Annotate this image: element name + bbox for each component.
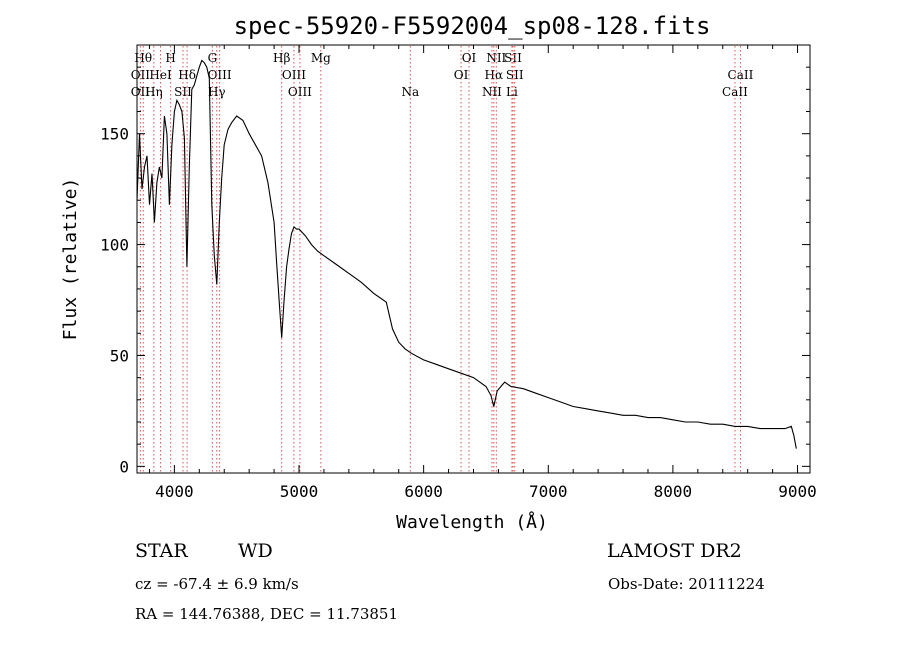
y-tick-label: 50 bbox=[110, 346, 129, 365]
line-marker-label: H bbox=[165, 51, 175, 65]
x-tick-label: 6000 bbox=[404, 482, 443, 501]
line-marker-label: OII bbox=[131, 68, 151, 82]
x-tick-label: 8000 bbox=[654, 482, 693, 501]
observation-date: Obs-Date: 20111224 bbox=[608, 575, 765, 593]
object-class: STAR bbox=[135, 540, 188, 562]
line-marker-label: G bbox=[208, 51, 218, 65]
line-marker-label: OII bbox=[131, 85, 151, 99]
x-tick-label: 5000 bbox=[280, 482, 319, 501]
line-marker-label: SII bbox=[174, 85, 192, 99]
line-marker-label: Hα bbox=[485, 68, 504, 82]
line-marker-label: Hβ bbox=[273, 51, 290, 65]
line-marker-label: OIII bbox=[288, 85, 312, 99]
line-marker-label: Li bbox=[506, 85, 518, 99]
x-tick-label: 4000 bbox=[155, 482, 194, 501]
survey-name: LAMOST DR2 bbox=[607, 540, 742, 562]
y-tick-label: 150 bbox=[100, 125, 129, 144]
line-marker-label: HeI bbox=[149, 68, 172, 82]
line-marker-label: CaII bbox=[722, 85, 748, 99]
line-marker-label: Na bbox=[401, 85, 419, 99]
x-tick-label: 9000 bbox=[778, 482, 817, 501]
y-axis-label: Flux (relative) bbox=[60, 178, 81, 341]
line-marker-label: OI bbox=[462, 51, 477, 65]
chart-title: spec-55920-F5592004_sp08-128.fits bbox=[234, 12, 711, 40]
plot-frame bbox=[136, 44, 811, 474]
axis-ticks: 4000 5000 6000 7000 8000 9000 0 50 100 150 bbox=[100, 45, 817, 501]
line-marker-label: NII bbox=[482, 85, 502, 99]
line-marker-label: Hθ bbox=[134, 51, 152, 65]
y-tick-label: 0 bbox=[119, 457, 129, 476]
line-marker-label: CaII bbox=[728, 68, 754, 82]
y-tick-label: 100 bbox=[100, 236, 129, 255]
line-marker-label: Hη bbox=[145, 85, 163, 99]
coordinates: RA = 144.76388, DEC = 11.73851 bbox=[135, 605, 399, 623]
spectrum-line bbox=[136, 59, 797, 449]
x-axis-label: Wavelength (Å) bbox=[396, 511, 548, 533]
redshift-velocity: cz = -67.4 ± 6.9 km/s bbox=[135, 575, 299, 593]
line-marker-label: SII bbox=[506, 68, 524, 82]
line-marker-label: OI bbox=[454, 68, 469, 82]
line-marker-label: NII bbox=[486, 51, 506, 65]
line-marker-label: SII bbox=[504, 51, 522, 65]
line-marker-label: Hδ bbox=[178, 68, 196, 82]
line-marker-label: OIII bbox=[208, 68, 232, 82]
object-subclass: WD bbox=[238, 540, 273, 562]
x-tick-label: 7000 bbox=[529, 482, 568, 501]
line-marker-label: Hγ bbox=[208, 85, 226, 99]
line-marker-label: OIII bbox=[282, 68, 306, 82]
line-marker-label: Mg bbox=[311, 51, 331, 65]
